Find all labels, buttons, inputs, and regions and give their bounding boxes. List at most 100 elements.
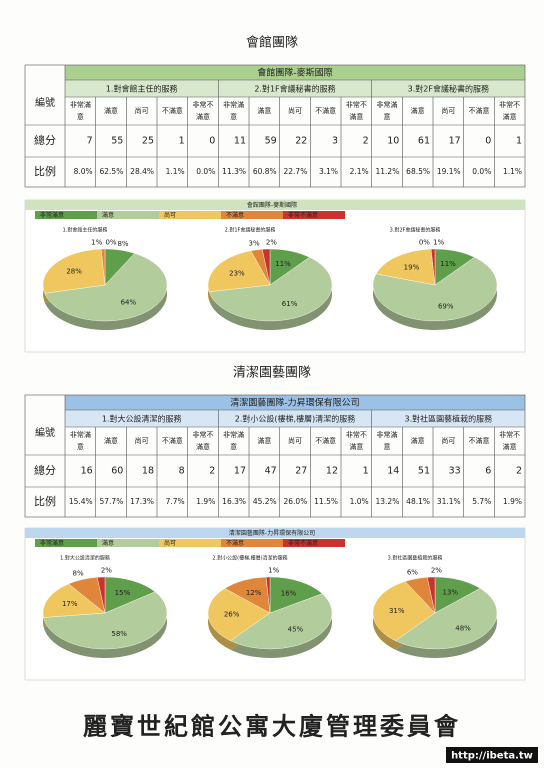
pie-title: 2.對1F會議秘書的服務	[225, 227, 276, 234]
pie-title: 1.對大公設清潔的服務	[60, 555, 110, 562]
legend-swatch	[159, 539, 221, 547]
table-cell: 1	[179, 136, 185, 147]
watermark-bg	[446, 747, 538, 763]
pie-slice	[375, 248, 436, 286]
pie-title: 3.對社區園藝植栽的服務	[388, 555, 443, 562]
pie-label: 13%	[442, 589, 458, 597]
table-cell: 45.2%	[253, 497, 277, 506]
table-cell: 33	[449, 466, 461, 477]
table-cell: 11.3%	[222, 167, 246, 176]
level-header-line: 意	[384, 442, 391, 451]
legend-label: 不滿意	[226, 211, 244, 219]
legend-swatch	[97, 539, 159, 547]
pie-slice	[100, 248, 106, 286]
legend-label: 滿意	[102, 211, 114, 219]
pie-label: 1%	[433, 239, 444, 247]
table-cell: 1	[516, 136, 522, 147]
table-cell: 18	[142, 466, 154, 477]
pie-label: 11%	[275, 260, 291, 268]
table-cell: 27	[295, 466, 307, 477]
table-cell: 25	[142, 136, 154, 147]
level-header: 非常不滿意	[499, 430, 520, 451]
table-cell: 1.9%	[196, 497, 215, 506]
table-cell: 1.9%	[503, 497, 522, 506]
table-cell: 8	[179, 466, 185, 477]
pie-label: 45%	[288, 626, 304, 634]
pie-label: 19%	[404, 263, 420, 271]
legend-swatch	[35, 211, 97, 219]
pie-slice	[372, 257, 498, 322]
row-label: 總分	[34, 133, 56, 147]
pie-label: 16%	[281, 589, 297, 597]
pie-slice	[104, 576, 156, 614]
level-header: 非常滿意	[70, 100, 91, 121]
level-header-line: 滿意	[503, 112, 517, 121]
pie-label: 48%	[455, 624, 471, 632]
level-header: 不滿意	[469, 106, 490, 115]
table-cell: 19.1%	[437, 167, 461, 176]
level-header: 非常滿意	[377, 430, 398, 451]
table-cell: 10	[387, 136, 399, 147]
table-cell: 15.4%	[69, 497, 93, 506]
legend-swatch	[221, 211, 283, 219]
legend-label: 非常不滿意	[288, 211, 318, 219]
pie-label: 26%	[224, 610, 240, 618]
level-header-line: 意	[230, 112, 237, 121]
legend-label: 不滿意	[226, 539, 244, 547]
level-header: 滿意	[411, 436, 425, 445]
section-title: 會館團隊	[246, 35, 298, 51]
pie-label: 3%	[248, 240, 259, 248]
chart-title-band	[25, 528, 525, 538]
level-header: 不滿意	[162, 106, 183, 115]
pie-label: 17%	[62, 600, 78, 608]
table-cell: 60.8%	[253, 167, 277, 176]
legend-swatch	[283, 211, 345, 219]
level-header-line: 非常不	[499, 430, 520, 439]
footer: 麗寶世紀館公寓大廈管理委員會	[83, 712, 461, 741]
pie-label: 1%	[268, 567, 279, 575]
table-cell: 0.0%	[472, 167, 491, 176]
table-cell: 2	[516, 466, 522, 477]
level-header: 尚可	[288, 106, 302, 115]
level-header: 不滿意	[315, 436, 336, 445]
pie-slice	[395, 588, 498, 650]
table-cell: 57.7%	[100, 497, 124, 506]
row-label: 比例	[34, 164, 56, 178]
table-cell: 1	[363, 466, 369, 477]
group-header: 2.對小公設(樓梯,樓層)清潔的服務	[235, 414, 355, 424]
pie-label: 0%	[419, 239, 430, 247]
level-header: 非常不滿意	[346, 100, 367, 121]
pie-label: 23%	[229, 270, 245, 278]
level-header-line: 滿意	[349, 442, 363, 451]
legend-swatch	[221, 539, 283, 547]
group-header: 2.對1F會議秘書的服務	[254, 84, 335, 94]
table-cell: 62.5%	[100, 167, 124, 176]
pie-label: 0%	[105, 239, 116, 247]
pie-slice	[372, 581, 436, 641]
row-label: 總分	[34, 463, 56, 477]
level-header: 滿意	[104, 436, 118, 445]
table-cell: 22.7%	[284, 167, 308, 176]
pie-slice	[208, 257, 333, 322]
pie-label: 58%	[111, 630, 127, 638]
legend-label: 滿意	[102, 539, 114, 547]
table-cell: 48.1%	[406, 497, 430, 506]
table-title-bg	[65, 395, 525, 410]
pie-slice	[230, 593, 333, 650]
level-header: 非常滿意	[377, 100, 398, 121]
level-header: 非常滿意	[70, 430, 91, 451]
level-header: 不滿意	[469, 436, 490, 445]
pie-slice	[96, 576, 106, 614]
table-cell: 16	[81, 466, 93, 477]
table-cell: 28.4%	[130, 167, 154, 176]
table-cell: 2	[209, 466, 215, 477]
table-cell: 1.1%	[166, 167, 185, 176]
table-cell: 7	[87, 136, 93, 147]
legend-swatch	[97, 211, 159, 219]
table-cell: 0	[209, 136, 215, 147]
table-cell: 16.3%	[222, 497, 246, 506]
pie-label: 2%	[431, 567, 442, 575]
row-header: 編號	[35, 426, 55, 439]
pie-label: 28%	[66, 268, 82, 276]
